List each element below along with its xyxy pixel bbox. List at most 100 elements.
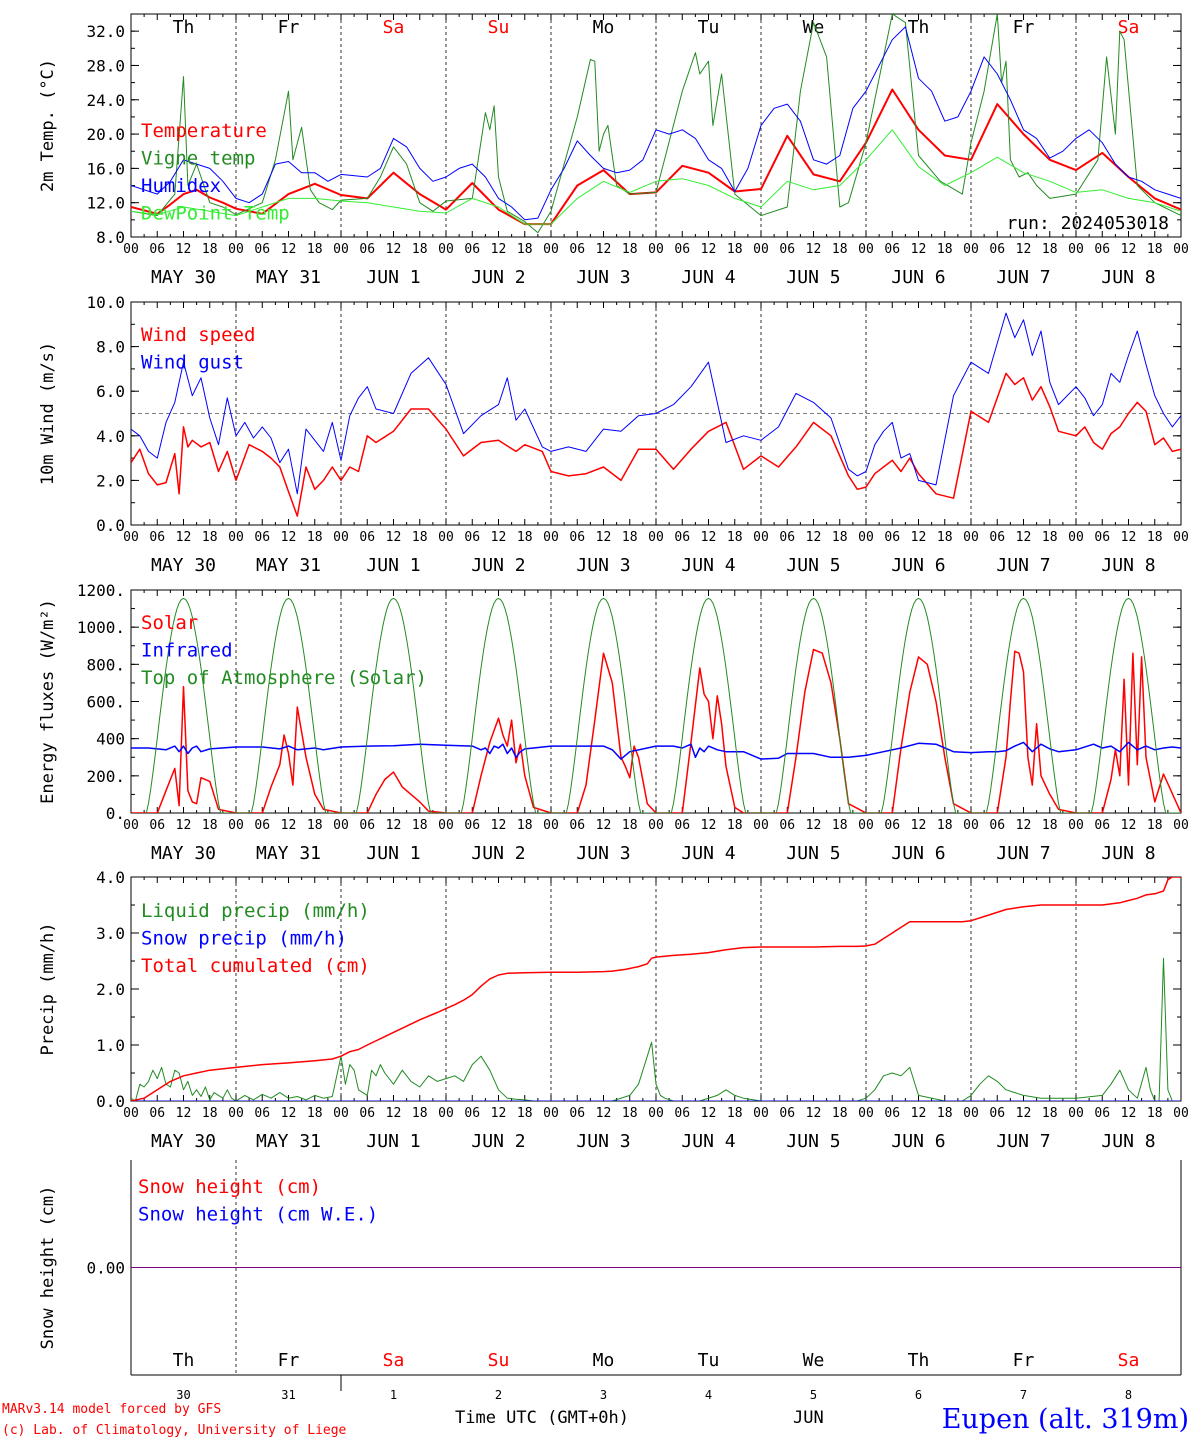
month-label: JUN bbox=[793, 1408, 824, 1428]
series-group bbox=[131, 14, 1181, 234]
hour-label: 18 bbox=[937, 242, 953, 257]
hour-label: 18 bbox=[1147, 1106, 1163, 1121]
hour-label: 18 bbox=[202, 818, 218, 833]
series-line-blue bbox=[131, 741, 1181, 760]
hour-label: 06 bbox=[569, 1106, 585, 1121]
series-group bbox=[131, 877, 1181, 1101]
hour-label: 18 bbox=[727, 530, 743, 545]
chart-panels: 8.0 12.0 16.0 20.0 24.0 28.0 32.0 2m Temp. (°C)… bbox=[38, 13, 1189, 1375]
hour-label: 12 bbox=[386, 530, 402, 545]
hour-label: 00 bbox=[543, 1106, 559, 1121]
hour-label: 06 bbox=[779, 530, 795, 545]
bottom-day-number: 6 bbox=[915, 1388, 922, 1402]
panel-frame bbox=[130, 589, 1182, 814]
hour-label: 06 bbox=[359, 1106, 375, 1121]
hour-label: 00 bbox=[753, 530, 769, 545]
date-label: MAY 30 bbox=[151, 1131, 216, 1152]
y-tick-label: 0.0 bbox=[96, 516, 125, 535]
date-label: JUN 8 bbox=[1101, 843, 1155, 864]
date-label: JUN 3 bbox=[576, 555, 630, 576]
hour-label: 00 bbox=[858, 242, 874, 257]
date-label: JUN 5 bbox=[786, 267, 840, 288]
hour-label: 00 bbox=[1068, 530, 1084, 545]
hour-label: 00 bbox=[1068, 818, 1084, 833]
hour-label: 00 bbox=[543, 242, 559, 257]
hour-label: 06 bbox=[989, 242, 1005, 257]
hour-label: 12 bbox=[281, 530, 297, 545]
chart-panel-2: 0.0 2.0 4.0 6.0 8.0 10.0 10m Wind (m/s) Wind sp… bbox=[38, 293, 1189, 576]
hour-label: 18 bbox=[202, 1106, 218, 1121]
hour-label: 06 bbox=[989, 818, 1005, 833]
bottom-day-number: 30 bbox=[176, 1388, 190, 1402]
hour-label: 18 bbox=[832, 1106, 848, 1121]
hour-label: 06 bbox=[569, 818, 585, 833]
hour-label: 12 bbox=[596, 1106, 612, 1121]
hour-label: 12 bbox=[596, 242, 612, 257]
hour-label: 18 bbox=[832, 818, 848, 833]
date-label: JUN 7 bbox=[996, 267, 1050, 288]
hour-label: 06 bbox=[884, 818, 900, 833]
y-tick-label: 4.0 bbox=[96, 427, 125, 446]
bottom-day-of-week: Th bbox=[908, 1350, 930, 1371]
hour-label: 18 bbox=[517, 530, 533, 545]
hour-label: 12 bbox=[386, 818, 402, 833]
hour-label: 00 bbox=[1173, 530, 1189, 545]
day-of-week-label: Tu bbox=[698, 17, 720, 38]
chart-panel-1: 8.0 12.0 16.0 20.0 24.0 28.0 32.0 2m Temp. (°C)… bbox=[38, 13, 1189, 288]
day-of-week-label: Th bbox=[908, 17, 930, 38]
y-tick-label: 600. bbox=[86, 693, 125, 712]
date-label: JUN 4 bbox=[681, 267, 735, 288]
date-label: JUN 5 bbox=[786, 1131, 840, 1152]
hour-label: 00 bbox=[648, 818, 664, 833]
hour-label: 06 bbox=[1094, 1106, 1110, 1121]
hour-label: 00 bbox=[438, 1106, 454, 1121]
y-tick-label: 10.0 bbox=[86, 293, 125, 312]
bottom-day-of-week: Th bbox=[173, 1350, 195, 1371]
hour-label: 06 bbox=[149, 818, 165, 833]
hour-label: 18 bbox=[517, 1106, 533, 1121]
bottom-day-axis: Th 30 Fr 31 Sa 1 Su 2 Mo 3 Tu 4 We 5 Th 6 Fr 7 Sa 8 bbox=[131, 1350, 1181, 1402]
chart-panel-3: 0. 200. 400 600. 800. 1000. 1200. Energy fluxes… bbox=[38, 581, 1189, 864]
hour-label: 06 bbox=[254, 242, 270, 257]
hour-label: 00 bbox=[123, 242, 139, 257]
hour-label: 06 bbox=[464, 818, 480, 833]
series-line-red bbox=[131, 88, 1181, 226]
hour-label: 06 bbox=[464, 242, 480, 257]
hour-label: 00 bbox=[1173, 242, 1189, 257]
hour-label: 12 bbox=[701, 1106, 717, 1121]
hour-label: 18 bbox=[1147, 242, 1163, 257]
hour-label: 00 bbox=[858, 818, 874, 833]
hour-label: 06 bbox=[884, 242, 900, 257]
legend-entry: Wind speed bbox=[141, 324, 255, 346]
bottom-day-of-week: Sa bbox=[383, 1350, 405, 1371]
day-of-week-label: Sa bbox=[1118, 17, 1140, 38]
series-line-green bbox=[131, 957, 1181, 1101]
hour-label: 12 bbox=[1121, 818, 1137, 833]
date-label: JUN 5 bbox=[786, 843, 840, 864]
y-tick-label: 1200. bbox=[77, 581, 125, 600]
y-tick-label: 0. bbox=[106, 804, 125, 823]
hour-label: 00 bbox=[858, 530, 874, 545]
hour-label: 12 bbox=[911, 818, 927, 833]
y-axis-title: Snow height (cm) bbox=[38, 1186, 58, 1350]
y-tick-label: 8.0 bbox=[96, 338, 125, 357]
hour-label: 06 bbox=[1094, 530, 1110, 545]
hour-label: 18 bbox=[622, 1106, 638, 1121]
hour-label: 00 bbox=[333, 242, 349, 257]
date-label: JUN 2 bbox=[471, 267, 525, 288]
hour-label: 18 bbox=[412, 242, 428, 257]
hour-label: 06 bbox=[674, 242, 690, 257]
hour-label: 18 bbox=[1042, 242, 1058, 257]
date-label: MAY 31 bbox=[256, 555, 321, 576]
y-tick-label: 12.0 bbox=[86, 194, 125, 213]
hour-label: 00 bbox=[228, 242, 244, 257]
hour-label: 18 bbox=[1147, 818, 1163, 833]
hour-label: 06 bbox=[989, 530, 1005, 545]
hour-label: 12 bbox=[176, 1106, 192, 1121]
date-label: JUN 5 bbox=[786, 555, 840, 576]
series-line-red bbox=[131, 648, 1181, 813]
y-tick-label: 8.0 bbox=[96, 228, 125, 247]
hour-label: 18 bbox=[832, 242, 848, 257]
hour-label: 18 bbox=[1147, 530, 1163, 545]
